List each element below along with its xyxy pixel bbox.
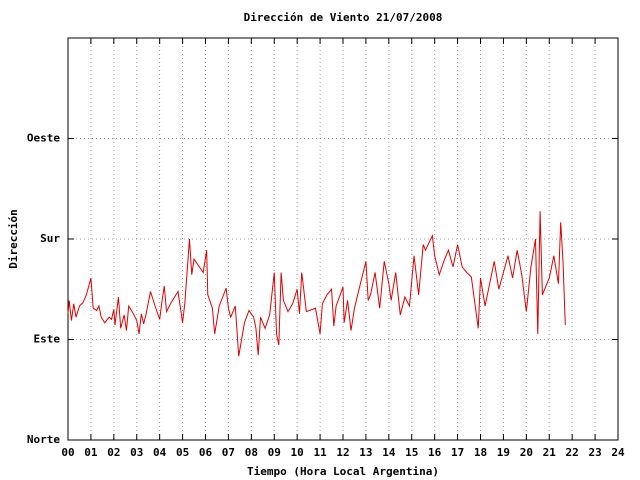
x-tick-label: 21 — [543, 446, 557, 459]
x-tick-label: 13 — [359, 446, 372, 459]
x-tick-label: 19 — [497, 446, 510, 459]
x-tick-label: 24 — [611, 446, 625, 459]
x-tick-label: 22 — [566, 446, 579, 459]
y-tick-label: Oeste — [27, 132, 60, 145]
x-tick-label: 09 — [268, 446, 281, 459]
y-axis-label: Dirección — [7, 209, 20, 269]
x-tick-label: 04 — [153, 446, 167, 459]
x-tick-label: 06 — [199, 446, 213, 459]
x-tick-label: 11 — [313, 446, 327, 459]
x-tick-label: 15 — [405, 446, 418, 459]
x-tick-label: 18 — [474, 446, 487, 459]
x-tick-label: 02 — [107, 446, 120, 459]
y-tick-label: Norte — [27, 433, 60, 446]
data-line — [67, 211, 566, 357]
chart-title: Dirección de Viento 21/07/2008 — [244, 11, 443, 24]
x-tick-label: 20 — [520, 446, 533, 459]
x-tick-label: 00 — [61, 446, 74, 459]
x-tick-label: 07 — [222, 446, 235, 459]
x-tick-label: 10 — [291, 446, 304, 459]
x-axis-label: Tiempo (Hora Local Argentina) — [247, 465, 439, 478]
x-tick-label: 12 — [336, 446, 349, 459]
x-tick-label: 03 — [130, 446, 143, 459]
x-tick-label: 23 — [588, 446, 601, 459]
x-tick-label: 17 — [451, 446, 464, 459]
x-tick-label: 08 — [245, 446, 258, 459]
x-tick-label: 01 — [84, 446, 98, 459]
y-tick-label: Sur — [40, 232, 60, 245]
y-tick-label: Este — [34, 333, 61, 346]
x-tick-label: 16 — [428, 446, 442, 459]
x-tick-label: 05 — [176, 446, 189, 459]
x-tick-label: 14 — [382, 446, 396, 459]
